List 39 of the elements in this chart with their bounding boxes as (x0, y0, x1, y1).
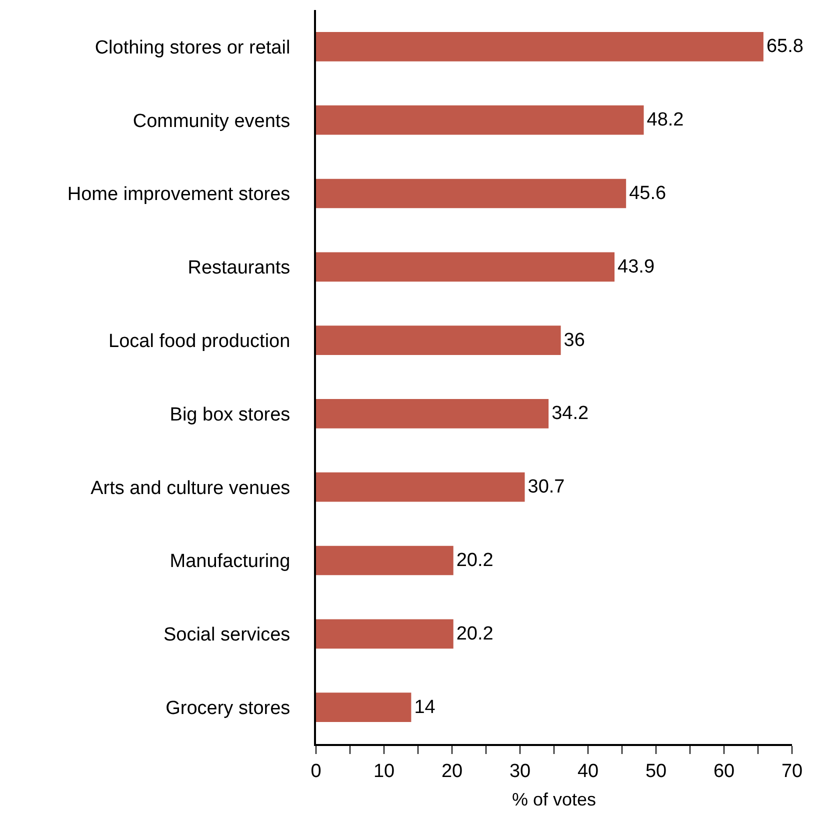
bar (316, 252, 615, 282)
bar (316, 546, 454, 576)
y-tick-label: Home improvement stores (67, 184, 290, 206)
bar (316, 32, 764, 62)
y-tick-label: Restaurants (188, 258, 290, 279)
y-tick-label: Grocery stores (166, 698, 290, 719)
data-label: 65.8 (766, 36, 804, 58)
bar (316, 619, 454, 649)
bar (316, 472, 525, 502)
y-tick-label: Manufacturing (170, 551, 290, 572)
data-label: 14 (414, 696, 436, 718)
x-tick-label: 30 (509, 760, 531, 782)
data-label: 20.2 (456, 623, 494, 644)
x-tick-label: 60 (713, 760, 735, 782)
y-tick-label: Big box stores (170, 404, 290, 426)
x-tick-label: 40 (577, 760, 599, 782)
x-tick-label: 70 (781, 760, 803, 782)
x-tick-label: 20 (441, 760, 463, 782)
x-tick-label: 50 (645, 760, 667, 782)
bar (316, 105, 644, 135)
y-tick-label: Clothing stores or retail (94, 37, 290, 58)
bar (316, 326, 561, 355)
data-label: 34.2 (552, 403, 589, 424)
data-label: 30.7 (528, 476, 565, 498)
y-tick-label: Arts and culture venues (90, 478, 290, 499)
x-axis-title: % of votes (512, 789, 596, 810)
y-tick-label: Community events (132, 110, 290, 132)
y-tick-label: Local food production (108, 330, 290, 352)
bar (316, 399, 549, 428)
data-label: 36 (564, 330, 585, 351)
y-tick-label: Social services (163, 624, 290, 646)
bar (316, 692, 412, 722)
data-label: 48.2 (646, 110, 684, 131)
data-label: 45.6 (629, 183, 666, 204)
data-label: 43.9 (618, 256, 655, 278)
x-tick-label: 0 (310, 760, 322, 782)
data-label: 20.2 (456, 550, 494, 571)
bar (316, 178, 626, 208)
x-tick-label: 10 (373, 760, 395, 782)
